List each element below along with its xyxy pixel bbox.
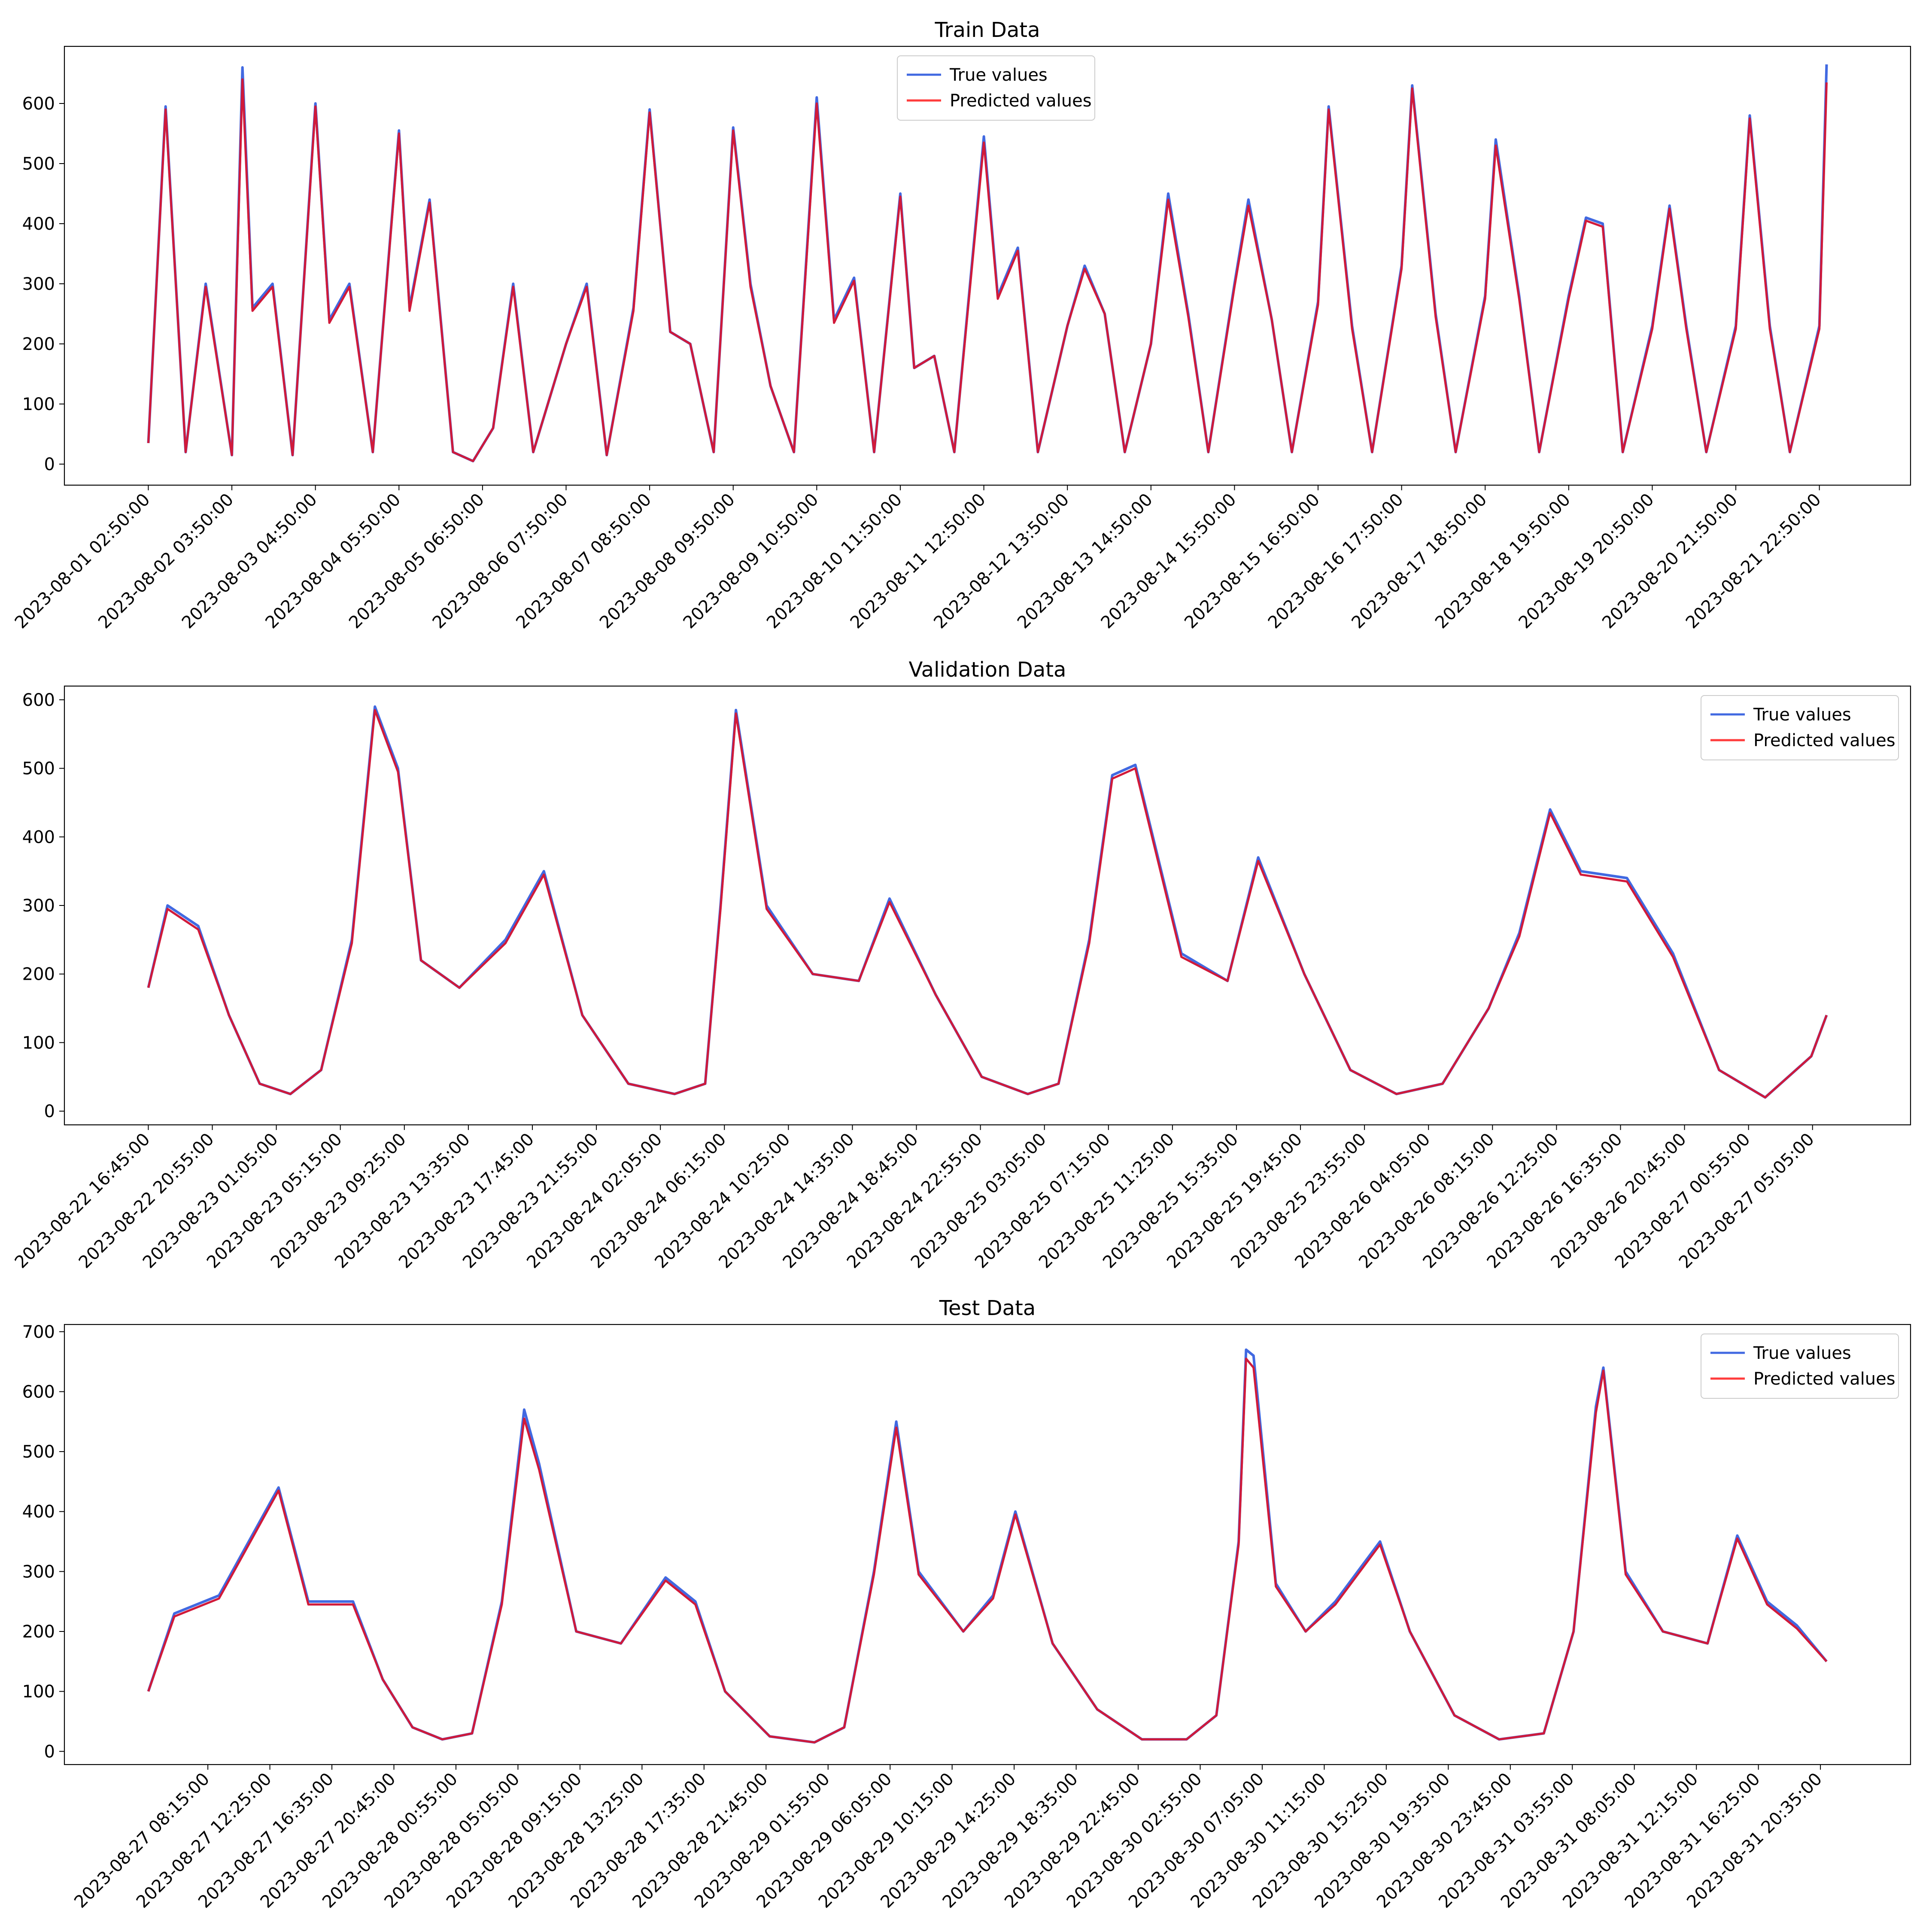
y-tick-label: 600: [22, 690, 55, 710]
legend-label: True values: [949, 65, 1048, 85]
axes-frame: [64, 1324, 1911, 1765]
y-tick-label: 0: [44, 1742, 55, 1762]
series-line-predicted-values: [147, 78, 1828, 462]
legend-label: Predicted values: [1753, 731, 1896, 750]
legend-box: [1701, 695, 1899, 760]
legend-label: True values: [1753, 1343, 1851, 1363]
x-tick-label: 2023-08-02 03:50:00: [94, 490, 237, 633]
legend-label: Predicted values: [950, 91, 1092, 111]
x-tick-label: 2023-08-19 20:50:00: [1515, 490, 1658, 633]
y-tick-label: 300: [22, 896, 55, 916]
x-tick-label: 2023-08-15 16:50:00: [1181, 490, 1324, 633]
x-tick-label: 2023-08-18 19:50:00: [1431, 490, 1574, 633]
series-line-predicted-values: [147, 1358, 1828, 1744]
x-tick-label: 2023-08-08 09:50:00: [596, 490, 739, 633]
x-tick-label: 2023-08-12 13:50:00: [930, 490, 1073, 633]
series-line-true-values: [147, 705, 1828, 1099]
y-tick-label: 500: [22, 1442, 55, 1462]
x-tick-label: 2023-08-21 22:50:00: [1682, 490, 1825, 633]
legend: True values Predicted values: [1701, 1334, 1899, 1399]
x-tick-label: 2023-08-20 21:50:00: [1598, 490, 1741, 633]
y-tick-label: 300: [22, 274, 55, 294]
x-tick-label: 2023-08-17 18:50:00: [1348, 490, 1491, 633]
x-tick-label: 2023-08-07 08:50:00: [512, 490, 655, 633]
y-tick-label: 600: [22, 1382, 55, 1402]
chart-panel-1: Train Data 0 100 200 300 400 500 600 2023-08-01 …: [11, 18, 1911, 632]
y-tick-label: 100: [22, 1682, 55, 1702]
y-tick-label: 400: [22, 214, 55, 234]
x-tick-label: 2023-08-13 14:50:00: [1014, 490, 1157, 633]
x-tick-label: 2023-08-10 11:50:00: [763, 490, 906, 633]
legend-label: Predicted values: [1753, 1369, 1896, 1389]
legend-box: [897, 55, 1095, 121]
y-tick-label: 700: [22, 1322, 55, 1342]
y-tick-label: 200: [22, 1622, 55, 1642]
series-line-true-values: [147, 1348, 1828, 1744]
x-tick-label: 2023-08-05 06:50:00: [345, 490, 488, 633]
x-tick-label: 2023-08-11 12:50:00: [847, 490, 990, 633]
chart-title: Train Data: [934, 18, 1040, 42]
axes-frame: [64, 46, 1911, 486]
chart-title: Validation Data: [909, 658, 1066, 682]
legend-label: True values: [1753, 705, 1851, 725]
legend: True values Predicted values: [1701, 695, 1899, 760]
x-tick-label: 2023-08-16 17:50:00: [1264, 490, 1407, 633]
chart-panel-3: Test Data01002003004005006007002023-08-2…: [22, 1296, 1911, 1912]
legend-box: [1701, 1334, 1899, 1399]
x-tick-label: 2023-08-06 07:50:00: [429, 490, 572, 633]
y-tick-label: 400: [22, 827, 55, 847]
y-tick-label: 0: [44, 455, 55, 474]
y-tick-label: 500: [22, 759, 55, 779]
chart-panel-2: Validation Data 0 100 200 300 400 500 600 2023-0…: [11, 658, 1911, 1272]
y-tick-label: 600: [22, 94, 55, 114]
y-tick-label: 300: [22, 1562, 55, 1582]
x-tick-label: 2023-08-09 10:50:00: [679, 490, 822, 633]
x-tick-label: 2023-08-27 05:05:00: [1675, 1130, 1818, 1273]
x-tick-label: 2023-08-03 04:50:00: [178, 490, 321, 633]
y-tick-label: 100: [22, 395, 55, 414]
x-tick-label: 2023-08-14 15:50:00: [1097, 490, 1240, 633]
x-tick-label: 2023-08-01 02:50:00: [11, 490, 154, 633]
y-tick-label: 0: [44, 1102, 55, 1121]
series-line-predicted-values: [147, 709, 1828, 1099]
y-tick-label: 100: [22, 1033, 55, 1053]
series-line-true-values: [147, 64, 1828, 462]
y-tick-label: 200: [22, 334, 55, 354]
axes-frame: [64, 685, 1911, 1126]
y-tick-label: 200: [22, 965, 55, 984]
chart-title: Test Data: [939, 1296, 1036, 1320]
legend: True values Predicted values: [897, 55, 1095, 121]
y-tick-label: 500: [22, 154, 55, 174]
y-tick-label: 400: [22, 1502, 55, 1522]
x-tick-label: 2023-08-04 05:50:00: [261, 490, 404, 633]
